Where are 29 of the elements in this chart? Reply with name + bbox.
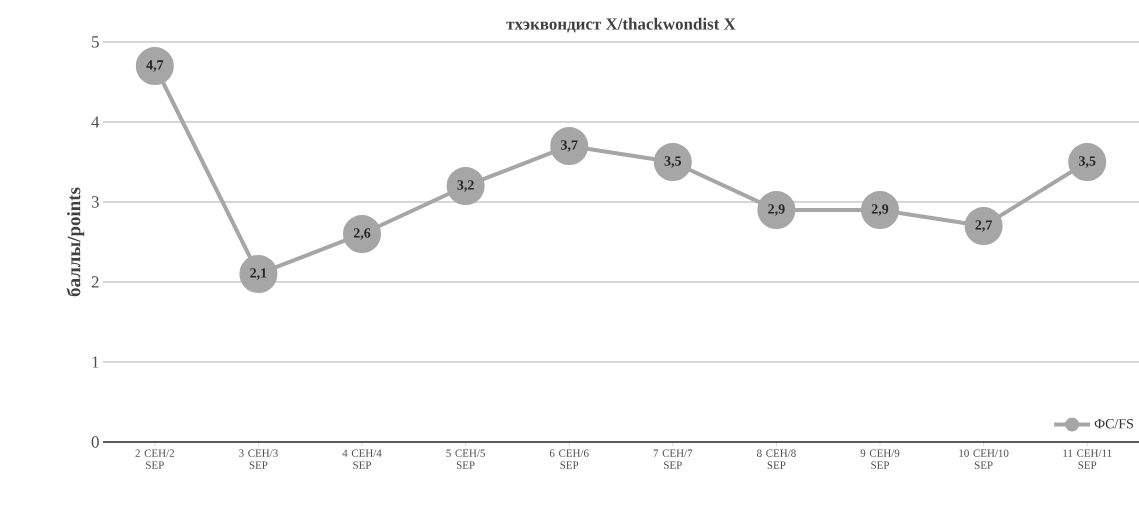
y-tick-label: 5 [92,36,99,48]
x-tick-label: 6 СЕН/6 SEP [549,449,589,469]
y-axis-title: баллы/points [66,187,85,297]
data-label: 3,5 [1079,156,1096,168]
x-tick-label: 10 СЕН/10 SEP [959,449,1009,469]
x-tick-label: 3 СЕН/3 SEP [239,449,278,469]
x-tick-label: 7 СЕН/7 SEP [653,449,693,469]
chart-title: тхэквондист X/thackwondist X [506,17,736,33]
y-tick-label: 2 [91,276,99,288]
data-label: 2,7 [975,220,992,232]
x-tick-label: 2 СЕН/2 SEP [135,449,174,469]
data-label: 2,9 [871,204,889,216]
y-tick-label: 1 [92,356,99,368]
y-tick-label: 3 [91,196,99,208]
data-label: 2,1 [250,268,267,280]
data-label: 3,2 [457,180,474,192]
legend-label: ФС/FS [1094,419,1133,429]
x-tick-label: 9 СЕН/9 SEP [860,449,900,469]
x-tick-label: 11 СЕН/11 SEP [1063,449,1112,469]
data-label: 2,6 [353,228,371,240]
y-tick-label: 4 [91,116,100,128]
data-label: 4,7 [146,60,164,72]
data-label: 2,9 [768,204,785,216]
y-tick-label: 0 [91,436,99,448]
x-tick-label: 4 СЕН/4 SEP [342,449,382,469]
x-tick-label: 8 СЕН/8 SEP [757,449,796,469]
data-label: 3,5 [664,156,682,168]
x-tick-label: 5 СЕН/5 SEP [446,449,485,469]
data-label: 3,7 [561,140,578,152]
